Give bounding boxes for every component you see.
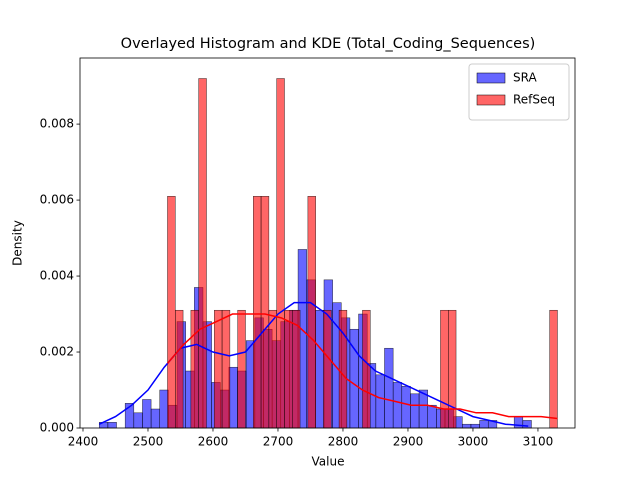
histogram-bar xyxy=(190,309,199,429)
histogram-bar xyxy=(384,347,394,429)
legend: SRA RefSeq xyxy=(468,63,570,121)
x-tick-label: 2800 xyxy=(328,435,359,449)
histogram-bar xyxy=(175,309,184,429)
y-tick-label: 0.000 xyxy=(40,421,74,435)
x-axis-label: Value xyxy=(312,455,345,469)
histogram-bar xyxy=(427,404,437,429)
histogram-bar xyxy=(150,408,160,429)
histogram-bar xyxy=(375,374,385,429)
y-tick-label: 0.004 xyxy=(40,269,74,283)
histogram-bar xyxy=(198,78,207,429)
histogram-bar xyxy=(410,393,420,429)
histogram-bar xyxy=(253,196,262,429)
legend-label: RefSeq xyxy=(513,93,555,107)
histogram-bar xyxy=(315,309,325,429)
histogram-bar xyxy=(522,420,532,429)
legend-swatch xyxy=(476,72,506,84)
histogram-bar xyxy=(418,389,428,429)
x-tick-label: 2700 xyxy=(263,435,294,449)
histogram-bar xyxy=(549,309,558,429)
y-axis-label: Density xyxy=(11,220,25,266)
histogram-bar xyxy=(462,423,472,429)
histogram-bar xyxy=(107,422,117,429)
histogram-bar xyxy=(167,196,176,429)
legend-label: SRA xyxy=(513,71,537,85)
histogram-bar xyxy=(260,196,270,429)
histogram-bar xyxy=(392,382,403,429)
chart-title: Overlayed Histogram and KDE (Total_Codin… xyxy=(121,36,536,52)
histogram-bar xyxy=(470,423,480,429)
histogram-bar xyxy=(338,309,348,429)
x-tick-label: 3100 xyxy=(523,435,554,449)
x-tick-label: 2400 xyxy=(68,435,99,449)
histogram-bar xyxy=(362,309,371,429)
histogram-bar xyxy=(284,309,293,429)
x-tick-label: 3000 xyxy=(458,435,489,449)
histogram-bar xyxy=(214,309,223,429)
histogram-bar xyxy=(276,78,285,429)
histogram-bar xyxy=(159,389,169,429)
kde-line xyxy=(166,313,558,420)
histogram-bar xyxy=(237,309,246,429)
x-tick-label: 2500 xyxy=(133,435,164,449)
x-tick-label: 2900 xyxy=(393,435,424,449)
y-tick-label: 0.002 xyxy=(40,345,74,359)
x-tick-label: 2600 xyxy=(198,435,229,449)
y-tick-label: 0.006 xyxy=(40,193,74,207)
plot-frame xyxy=(79,57,576,429)
histogram-bar xyxy=(142,399,152,429)
legend-swatch xyxy=(476,94,506,106)
histogram-bar xyxy=(440,309,449,429)
histogram-bar xyxy=(401,385,411,429)
histogram-bar xyxy=(479,420,489,429)
histogram-bar xyxy=(228,366,238,429)
y-tick-label: 0.008 xyxy=(40,117,74,131)
histogram-bar xyxy=(292,309,301,429)
histogram-bar xyxy=(268,309,277,429)
histogram-bar xyxy=(221,309,231,429)
histogram-bar xyxy=(323,309,332,429)
histogram-bar xyxy=(448,309,457,429)
histogram-bar xyxy=(133,412,143,429)
histogram-bar xyxy=(307,196,316,429)
